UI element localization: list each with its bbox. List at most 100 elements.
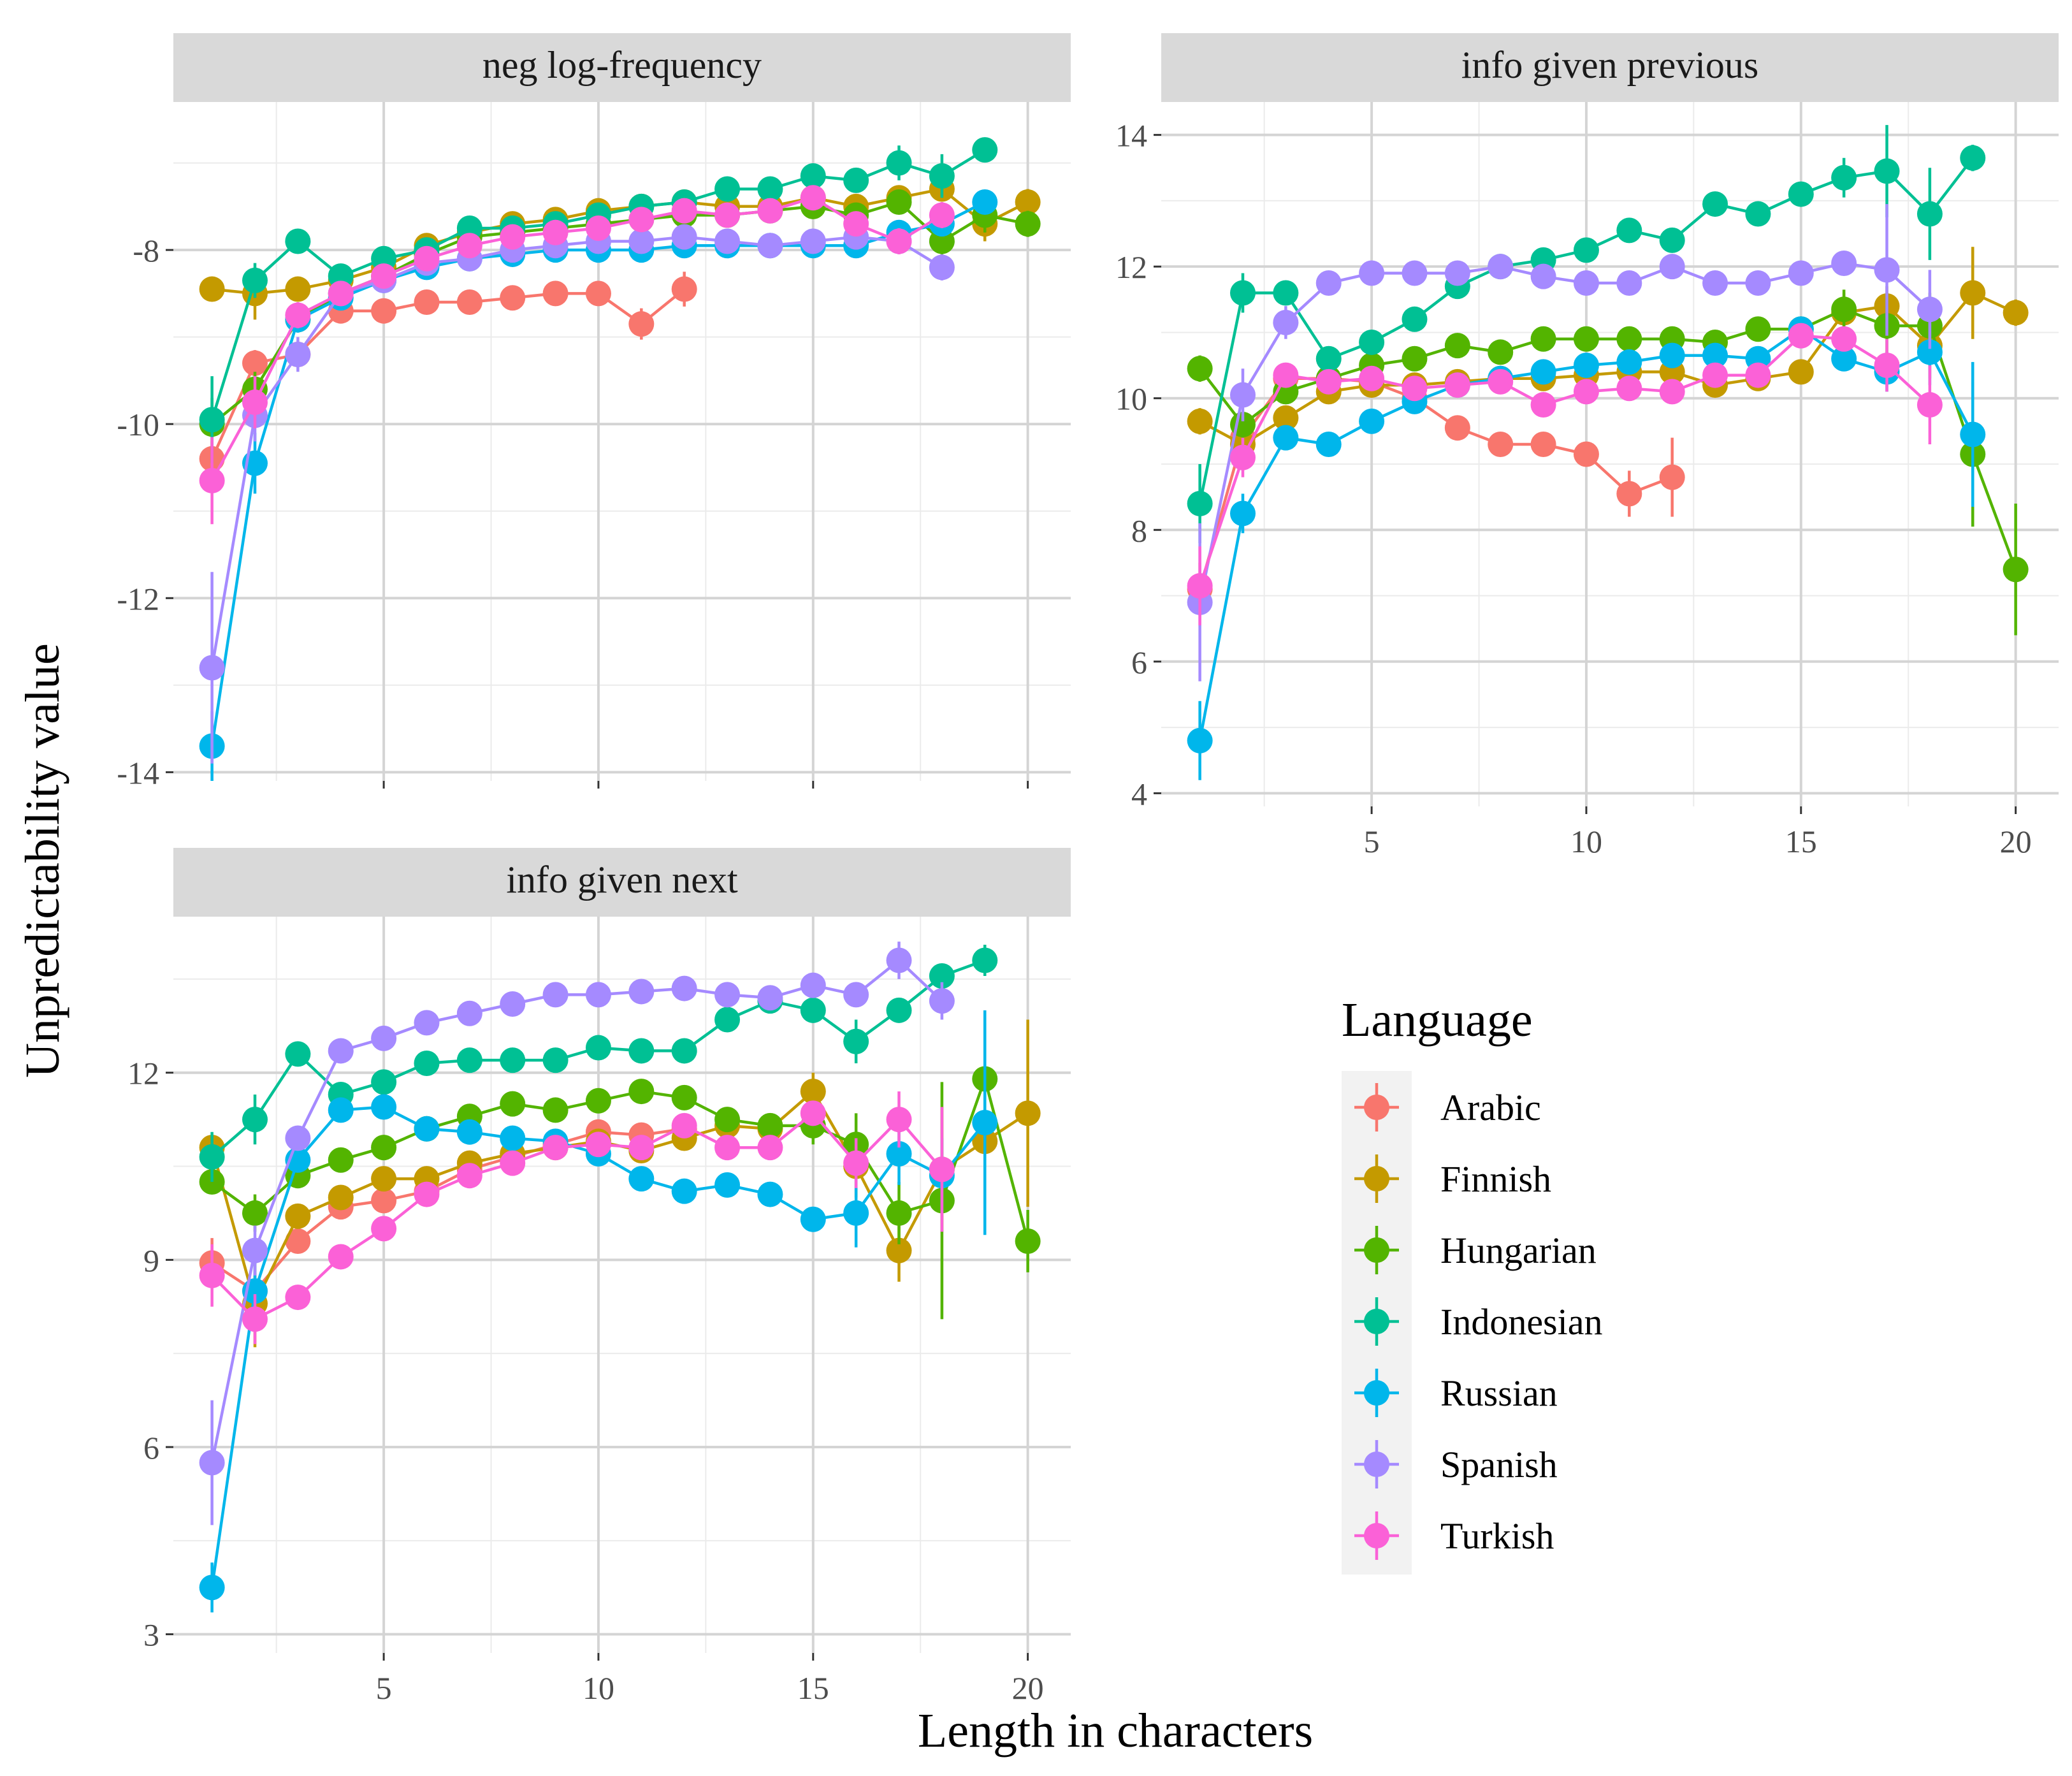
legend-label: Indonesian	[1440, 1301, 1603, 1343]
data-point	[1916, 392, 1943, 418]
data-point	[199, 655, 225, 681]
data-point	[1488, 432, 1514, 458]
data-point	[714, 176, 741, 202]
legend-label: Spanish	[1440, 1444, 1558, 1485]
data-point	[1659, 342, 1685, 368]
data-point	[1015, 1228, 1041, 1254]
data-point	[1573, 237, 1599, 263]
data-point	[414, 245, 440, 272]
data-point	[1230, 500, 1256, 527]
data-point	[714, 982, 741, 1008]
data-point	[585, 982, 611, 1008]
data-point	[500, 991, 526, 1017]
data-point	[1359, 329, 1385, 355]
data-point	[628, 207, 655, 233]
data-point	[285, 341, 311, 367]
data-point	[929, 254, 955, 280]
data-point	[285, 228, 311, 254]
data-point	[585, 1035, 611, 1061]
data-point	[242, 1306, 268, 1332]
data-point	[628, 311, 655, 337]
data-point	[1488, 254, 1514, 280]
data-point	[757, 1112, 783, 1139]
data-point	[843, 982, 869, 1008]
data-point	[371, 298, 397, 324]
data-point	[414, 1116, 440, 1142]
data-point	[886, 150, 912, 176]
data-point	[1488, 339, 1514, 365]
data-point	[1788, 181, 1814, 207]
data-point	[1530, 359, 1556, 385]
x-tick-label: 5	[376, 1670, 392, 1706]
legend-key-point	[1364, 1452, 1389, 1477]
data-point	[628, 1038, 655, 1064]
data-point	[1874, 353, 1900, 379]
legend-item-spanish: Spanish	[1354, 1440, 1558, 1488]
data-point	[456, 1163, 482, 1189]
data-point	[886, 189, 912, 215]
data-point	[1702, 270, 1728, 296]
data-point	[242, 1237, 268, 1263]
data-point	[1273, 309, 1299, 335]
data-point	[757, 1135, 783, 1161]
data-point	[285, 1125, 311, 1151]
series-spanish	[1187, 204, 1943, 681]
data-point	[328, 1038, 354, 1064]
panel-title: neg log-frequency	[482, 44, 762, 86]
data-point	[1273, 405, 1299, 431]
y-tick-label: 9	[143, 1242, 159, 1278]
data-point	[1573, 326, 1599, 352]
data-point	[886, 228, 912, 254]
data-point	[800, 228, 826, 254]
data-point	[285, 1285, 311, 1311]
data-point	[1616, 326, 1642, 352]
data-point	[714, 202, 741, 228]
data-point	[1616, 217, 1642, 244]
data-point	[2003, 557, 2029, 583]
y-tick-label: -14	[117, 755, 159, 790]
data-point	[671, 276, 697, 302]
y-tick-label: 4	[1131, 776, 1147, 812]
data-point	[1573, 441, 1599, 467]
data-point	[2003, 300, 2029, 326]
data-point	[1530, 432, 1556, 458]
data-point	[972, 1110, 998, 1136]
data-point	[242, 350, 268, 376]
y-tick-label: 3	[143, 1617, 159, 1653]
data-point	[929, 1156, 955, 1183]
data-point	[199, 1262, 225, 1288]
legend-item-finnish: Finnish	[1354, 1154, 1551, 1203]
data-point	[1788, 323, 1814, 349]
data-point	[1187, 408, 1213, 434]
data-point	[929, 202, 955, 228]
data-point	[800, 163, 826, 189]
legend-key-point	[1364, 1523, 1389, 1548]
data-point	[843, 1028, 869, 1054]
data-point	[1616, 481, 1642, 507]
data-point	[1702, 362, 1728, 388]
data-point	[414, 1051, 440, 1077]
data-point	[1530, 392, 1556, 418]
data-point	[929, 163, 955, 189]
data-point	[371, 1166, 397, 1192]
data-point	[1702, 342, 1728, 368]
data-point	[714, 1107, 741, 1133]
data-point	[671, 224, 697, 250]
y-tick-label: -12	[117, 581, 159, 616]
data-point	[1831, 164, 1857, 191]
data-point	[542, 1097, 569, 1123]
data-point	[800, 1206, 826, 1232]
data-point	[843, 167, 869, 193]
data-point	[328, 280, 354, 307]
data-point	[800, 972, 826, 998]
data-point	[1444, 260, 1470, 286]
data-point	[1960, 145, 1986, 171]
data-point	[285, 1228, 311, 1254]
data-point	[1444, 372, 1470, 398]
data-point	[500, 224, 526, 250]
data-point	[1659, 227, 1685, 253]
data-point	[1659, 379, 1685, 405]
data-point	[542, 1047, 569, 1074]
data-point	[1530, 263, 1556, 289]
